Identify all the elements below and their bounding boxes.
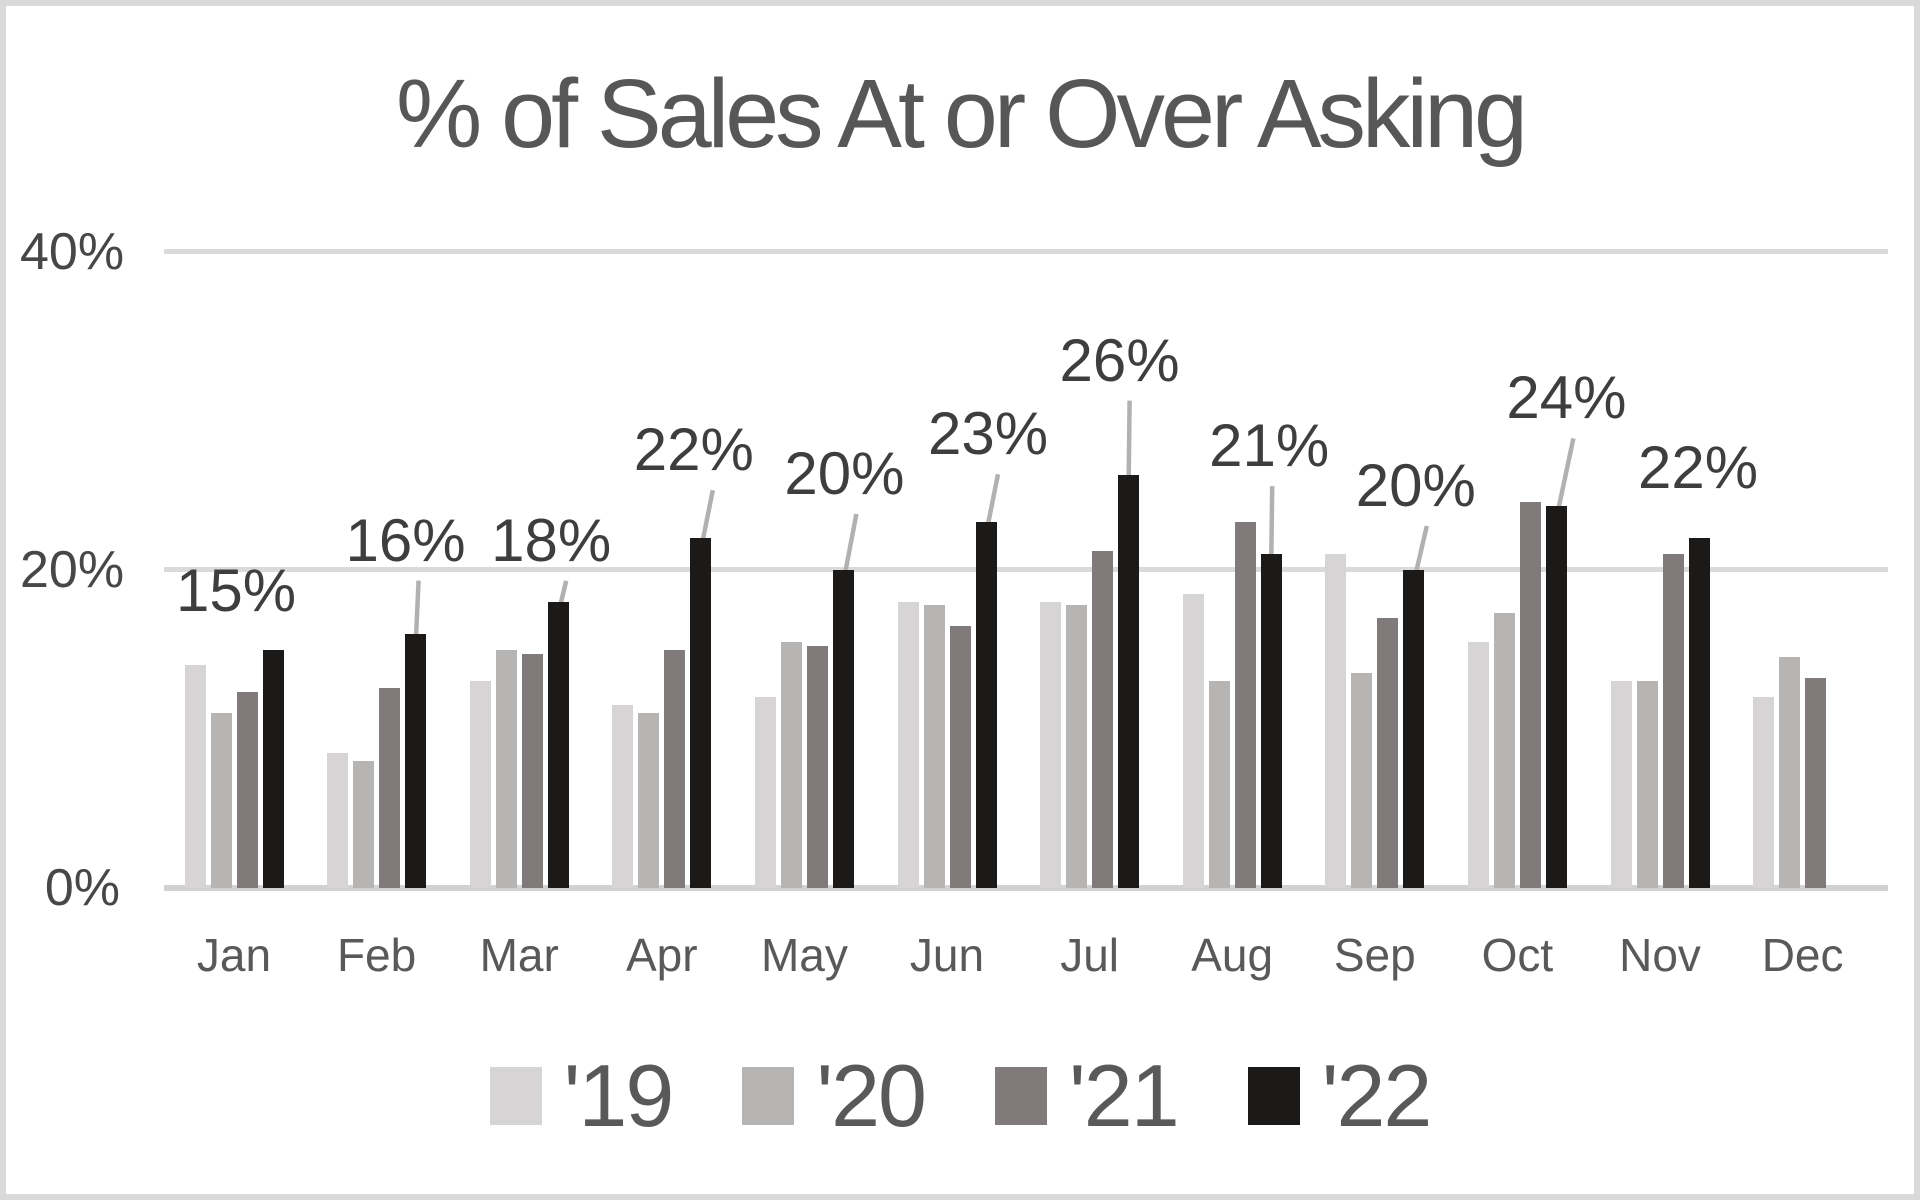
bar-jan-21 [236,692,258,888]
data-label-may-22: 20% [784,440,905,507]
bar-mar-22 [547,601,569,888]
bar-apr-21 [664,649,686,888]
data-label-oct-22: 24% [1506,364,1627,432]
bar-aug-19 [1182,593,1204,888]
bar-jan-19 [184,665,206,888]
bar-apr-20 [638,713,660,888]
legend-item-21: '21 [995,1046,1180,1145]
bar-sep-19 [1325,554,1347,888]
data-label-sep-22: 20% [1355,452,1476,519]
bar-sep-20 [1351,673,1373,888]
data-label-aug-22: 21% [1209,412,1330,480]
legend-swatch-21 [995,1067,1047,1125]
x-axis-label-nov: Nov [1619,929,1701,981]
x-axis-label-oct: Oct [1481,929,1554,981]
bar-may-21 [806,646,828,888]
x-axis-label-jul: Jul [1060,929,1119,981]
bar-oct-19 [1467,641,1489,888]
x-axis-label-apr: Apr [626,929,698,981]
chart-title: % of Sales At or Over Asking [395,59,1528,168]
bar-feb-21 [379,687,401,888]
bar-apr-22 [690,538,712,888]
x-axis-label-may: May [760,929,848,981]
legend-label-20: '20 [816,1046,927,1145]
legend-item-19: '19 [489,1046,675,1145]
data-label-feb-22: 16% [345,506,466,574]
x-axis-label-jun: Jun [909,929,985,981]
bar-jan-22 [262,649,284,888]
data-label-apr-22: 22% [633,416,754,484]
data-label-jan-22: 15% [175,556,297,624]
bar-nov-22 [1688,538,1710,888]
legend-item-22: '22 [1247,1046,1433,1145]
legend-item-20: '20 [742,1046,927,1145]
y-axis-tick-20: 20% [20,541,125,599]
bar-jul-21 [1092,550,1114,888]
bar-dec-20 [1779,657,1801,888]
legend: '19'20'21'22 [6,1052,1914,1140]
x-axis-label-jan: Jan [196,929,272,981]
bar-jun-20 [923,604,945,888]
bar-jul-19 [1040,601,1062,888]
bar-apr-19 [612,705,634,888]
bar-aug-20 [1208,681,1230,888]
x-axis-label-feb: Feb [336,929,417,981]
bar-oct-21 [1519,501,1541,888]
bar-may-20 [780,641,802,888]
bar-may-22 [832,570,854,888]
legend-swatch-19 [489,1067,542,1125]
legend-label-19: '19 [563,1046,675,1145]
gridline-40pct [164,249,1888,254]
data-label-nov-22: 22% [1637,434,1759,502]
bar-dec-19 [1753,697,1775,888]
x-axis-label-mar: Mar [479,929,559,981]
bar-jan-20 [210,713,232,888]
x-axis-label-dec: Dec [1761,929,1844,981]
legend-swatch-20 [742,1067,795,1125]
x-axis-label-sep: Sep [1333,929,1416,981]
bar-feb-19 [327,752,349,888]
bar-jun-21 [949,625,971,888]
gridline-20pct [164,567,1888,572]
bar-jun-19 [897,601,919,888]
bar-mar-19 [469,681,491,888]
data-label-jul-22: 26% [1059,326,1180,394]
bar-sep-22 [1403,570,1425,888]
legend-label-21: '21 [1069,1046,1180,1145]
bar-jul-22 [1118,474,1140,888]
bar-mar-21 [521,654,543,888]
bar-oct-22 [1545,506,1567,888]
bar-feb-20 [353,760,375,888]
bar-sep-21 [1377,617,1399,888]
bar-mar-20 [495,649,517,888]
y-axis-tick-0: 0% [44,859,120,917]
bar-may-19 [754,697,776,888]
bar-nov-21 [1662,554,1684,888]
data-label-jun-22: 23% [927,400,1049,468]
bar-feb-22 [405,633,427,888]
y-axis-tick-40: 40% [20,223,125,281]
bar-dec-21 [1805,678,1827,888]
x-axis-baseline [164,885,1888,891]
bar-aug-22 [1260,554,1282,888]
bar-nov-19 [1610,681,1632,888]
bar-oct-20 [1493,612,1515,888]
bar-aug-21 [1234,522,1256,888]
legend-swatch-22 [1247,1067,1300,1125]
legend-label-22: '22 [1321,1046,1433,1145]
bar-nov-20 [1636,681,1658,888]
bar-jul-20 [1066,604,1088,888]
bar-jun-22 [975,522,997,888]
x-axis-label-aug: Aug [1191,929,1274,981]
data-label-mar-22: 18% [491,506,612,574]
